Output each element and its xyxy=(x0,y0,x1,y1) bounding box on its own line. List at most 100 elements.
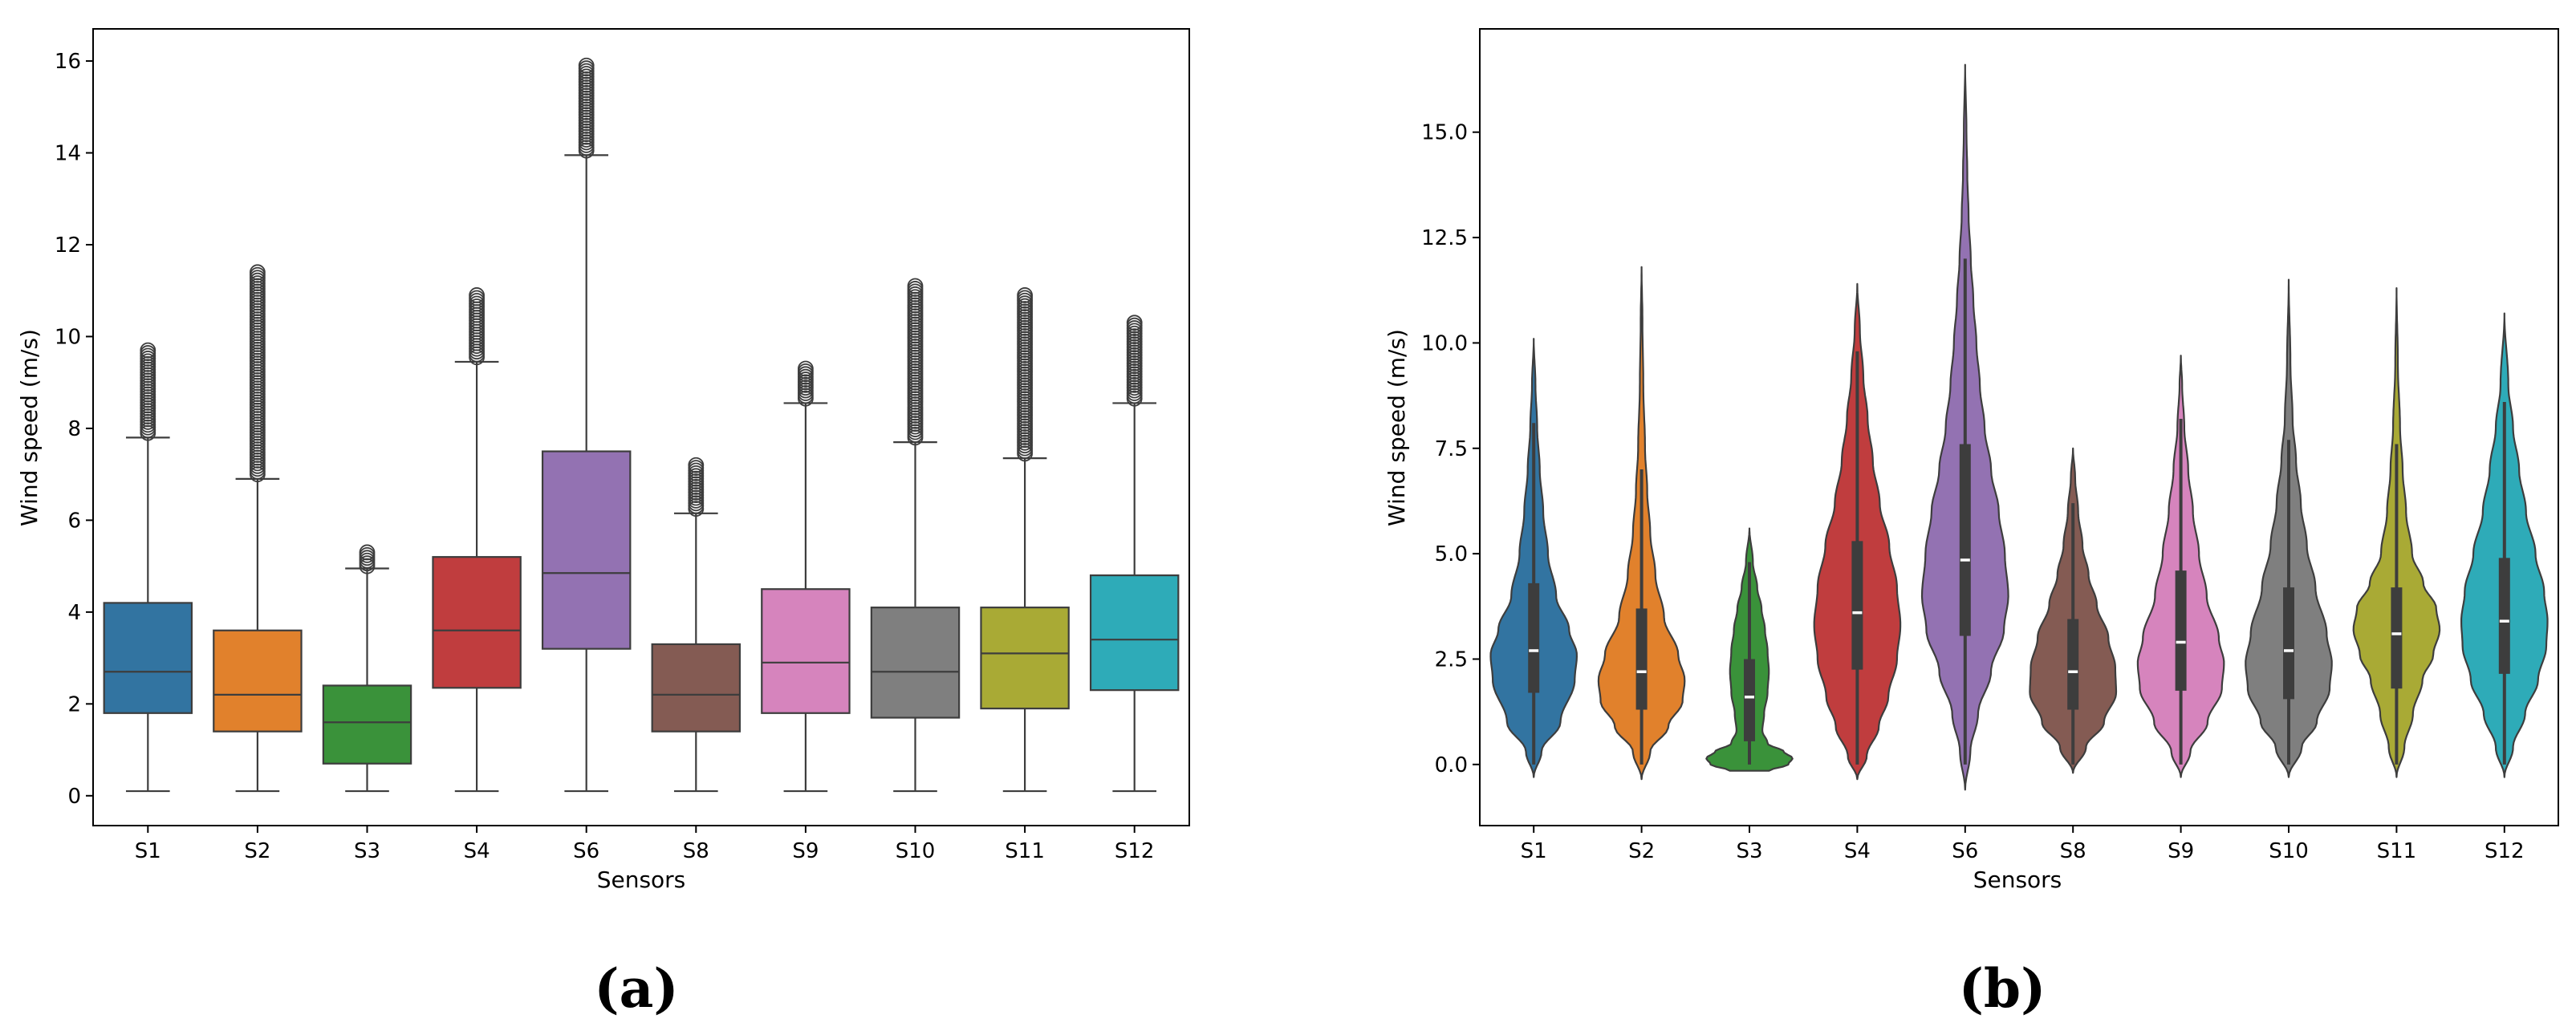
outlier-point xyxy=(688,457,705,473)
box-plot-x-tick-label: S12 xyxy=(1115,839,1155,863)
violin-iqr-box xyxy=(2175,570,2187,691)
box-s6 xyxy=(541,57,632,793)
box-plot-frame xyxy=(92,28,1190,826)
outlier-markers xyxy=(1126,315,1143,407)
outlier-markers xyxy=(907,278,924,446)
outlier-markers xyxy=(469,287,485,366)
box-s1 xyxy=(103,342,193,793)
violin-plot-y-tick-label: 15.0 xyxy=(1421,121,1468,145)
violin-plot-x-tick-label: S8 xyxy=(2060,839,2086,863)
box-s2 xyxy=(213,264,303,793)
violin-iqr-box xyxy=(1744,659,1755,741)
box-s3 xyxy=(322,544,412,793)
box-plot-x-axis-label: Sensors xyxy=(597,867,686,893)
outlier-markers xyxy=(249,264,266,483)
violin-s8 xyxy=(2029,447,2118,774)
outlier-markers xyxy=(359,544,376,574)
panel-a-label: (a) xyxy=(594,957,678,1020)
box-plot-y-tick-label: 10 xyxy=(55,325,81,349)
violin-plot-x-tick-label: S11 xyxy=(2377,839,2417,863)
box-iqr xyxy=(870,607,961,719)
outlier-point xyxy=(798,360,814,377)
box-s8 xyxy=(651,457,742,793)
violin-plot-x-tick-label: S2 xyxy=(1628,839,1655,863)
box-s10 xyxy=(870,278,961,793)
violin-plot-y-tick-label: 10.0 xyxy=(1421,331,1468,355)
outlier-point xyxy=(1017,287,1033,303)
violin-plot-y-axis-label: Wind speed (m/s) xyxy=(1383,329,1410,526)
violin-plot-x-tick-label: S10 xyxy=(2269,839,2309,863)
violin-plot-x-tick-label: S1 xyxy=(1521,839,1547,863)
box-plot-x-tick-label: S2 xyxy=(244,839,270,863)
box-plot-axes: 0 2 4 6 8 10 12 14 16 S1 S2 S3 S4 S6 S8 S9 S10 S11 S12 xyxy=(55,50,1155,863)
violin-s9 xyxy=(2136,355,2225,778)
box-iqr xyxy=(541,450,632,650)
outlier-markers xyxy=(578,57,595,159)
violin-plot-panel: 0.0 2.5 5.0 7.5 10.0 12.5 15.0 S1 S2 S3 S4 S6 S8 S9 S1… xyxy=(1383,28,2559,1020)
box-plot-marks xyxy=(103,57,1180,793)
box-iqr xyxy=(761,588,851,714)
box-plot-x-tick-label: S4 xyxy=(464,839,490,863)
box-plot-y-tick-label: 14 xyxy=(55,142,81,166)
violin-plot-x-tick-label: S9 xyxy=(2168,839,2194,863)
box-s4 xyxy=(432,287,522,793)
outlier-markers xyxy=(688,457,705,517)
violin-s2 xyxy=(1597,266,1686,781)
violin-s1 xyxy=(1489,338,1578,778)
violin-plot-y-tick-label: 12.5 xyxy=(1421,226,1468,250)
box-s9 xyxy=(761,360,851,793)
outlier-point xyxy=(469,287,485,303)
box-plot-panel: 0 2 4 6 8 10 12 14 16 S1 S2 S3 S4 S6 S8 S9 S10 S11 S12 Sen… xyxy=(16,28,1190,1020)
violin-iqr-box xyxy=(2498,558,2510,674)
violin-iqr-box xyxy=(2067,619,2079,710)
box-plot-x-tick-label: S10 xyxy=(896,839,936,863)
box-iqr xyxy=(651,643,742,733)
outlier-markers xyxy=(140,342,156,441)
box-s12 xyxy=(1089,315,1180,793)
outlier-point xyxy=(1126,315,1143,331)
violin-plot-marks xyxy=(1489,63,2549,791)
box-s11 xyxy=(980,287,1070,793)
violin-s12 xyxy=(2460,312,2549,778)
box-plot-x-tick-label: S3 xyxy=(354,839,380,863)
outlier-point xyxy=(578,57,595,74)
box-plot-x-tick-label: S6 xyxy=(573,839,599,863)
violin-plot-x-tick-label: S3 xyxy=(1736,839,1762,863)
violin-s3 xyxy=(1705,527,1794,772)
box-iqr xyxy=(1089,574,1180,692)
violin-s11 xyxy=(2352,287,2441,778)
violin-plot-x-tick-label: S6 xyxy=(1952,839,1978,863)
outlier-markers xyxy=(1017,287,1033,462)
box-plot-y-tick-label: 8 xyxy=(67,417,81,441)
outlier-markers xyxy=(798,360,814,407)
violin-s4 xyxy=(1813,282,1902,781)
box-iqr xyxy=(432,556,522,689)
violin-iqr-box xyxy=(2283,587,2294,700)
box-iqr xyxy=(213,629,303,733)
violin-iqr-box xyxy=(1851,541,1863,670)
violin-plot-axes: 0.0 2.5 5.0 7.5 10.0 12.5 15.0 S1 S2 S3 S4 S6 S8 S9 S1… xyxy=(1421,121,2524,863)
box-plot-y-tick-label: 0 xyxy=(67,785,81,809)
box-plot-x-tick-label: S9 xyxy=(792,839,819,863)
box-plot-y-tick-label: 16 xyxy=(55,50,81,74)
violin-s6 xyxy=(1920,63,2009,791)
violin-plot-x-tick-label: S12 xyxy=(2485,839,2525,863)
violin-plot-y-tick-label: 5.0 xyxy=(1435,542,1468,566)
outlier-point xyxy=(907,278,924,294)
box-plot-x-tick-label: S1 xyxy=(135,839,161,863)
violin-plot-y-tick-label: 2.5 xyxy=(1435,647,1468,672)
violin-iqr-box xyxy=(1635,608,1648,710)
box-iqr xyxy=(103,602,193,714)
box-plot-y-axis-label: Wind speed (m/s) xyxy=(16,329,43,526)
outlier-point xyxy=(359,544,376,561)
outlier-point xyxy=(249,264,266,281)
box-plot-y-tick-label: 4 xyxy=(67,601,81,625)
violin-plot-y-tick-label: 7.5 xyxy=(1435,437,1468,461)
box-plot-y-tick-label: 12 xyxy=(55,233,81,258)
panel-b-label: (b) xyxy=(1959,957,2046,1020)
violin-iqr-box xyxy=(1528,582,1540,693)
outlier-point xyxy=(140,342,156,359)
violin-iqr-box xyxy=(2391,587,2403,689)
violin-plot-x-axis-label: Sensors xyxy=(1973,867,2062,893)
box-plot-x-tick-label: S11 xyxy=(1005,839,1045,863)
